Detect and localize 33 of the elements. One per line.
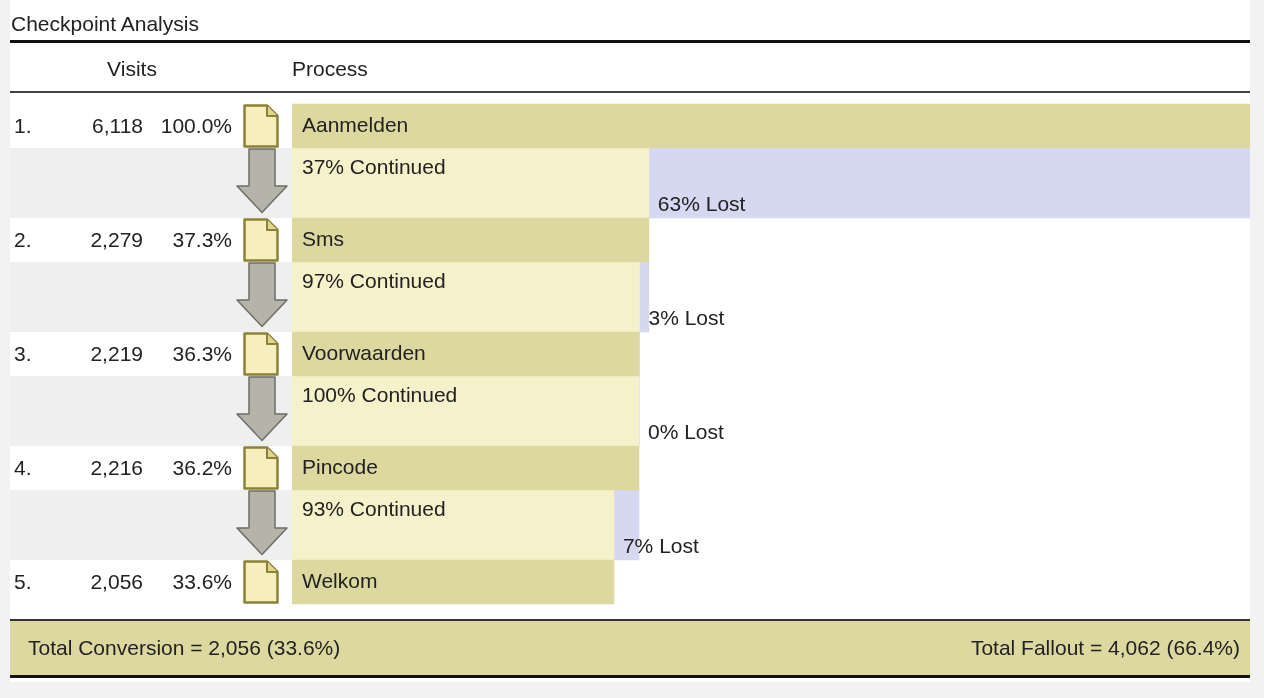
data-label: 2,056: [90, 570, 143, 594]
text: Visits: [107, 57, 157, 81]
text: 1.: [14, 114, 32, 138]
annotation: 97% Continued: [302, 268, 446, 292]
text: 33.6%: [172, 570, 232, 594]
data-label: 6,118: [92, 114, 143, 138]
text: 2.: [14, 228, 32, 252]
annotation: 0% Lost: [648, 419, 725, 443]
annotation: 93% Continued: [302, 496, 446, 520]
y-tick-label: Sms: [302, 226, 344, 250]
annotation: 37% Continued: [302, 154, 446, 178]
data-label: 2,279: [90, 228, 143, 252]
text: 36.3%: [172, 342, 232, 366]
text: 100.0%: [160, 114, 232, 138]
y-tick-label: Aanmelden: [302, 112, 409, 136]
text: 5.: [14, 570, 32, 594]
text: 36.2%: [172, 456, 232, 480]
text: 3.: [14, 342, 32, 366]
annotation: 7% Lost: [622, 533, 699, 557]
text: 37.3%: [172, 228, 232, 252]
text: Total Conversion = 2,056 (33.6%): [28, 636, 341, 660]
data-label: 2,219: [90, 342, 143, 366]
y-tick-label: Voorwaarden: [302, 340, 426, 364]
text: 4.: [14, 456, 32, 480]
y-tick-label: Pincode: [302, 454, 378, 478]
text: Checkpoint Analysis: [11, 12, 199, 36]
y-axis-title: Process: [292, 57, 368, 81]
annotation: 3% Lost: [648, 305, 725, 329]
y-tick-label: Welkom: [302, 568, 378, 592]
data-label: 2,216: [90, 456, 143, 480]
text: Total Fallout = 4,062 (66.4%): [970, 636, 1240, 660]
annotation: 100% Continued: [302, 382, 458, 406]
annotation: 63% Lost: [657, 191, 746, 215]
